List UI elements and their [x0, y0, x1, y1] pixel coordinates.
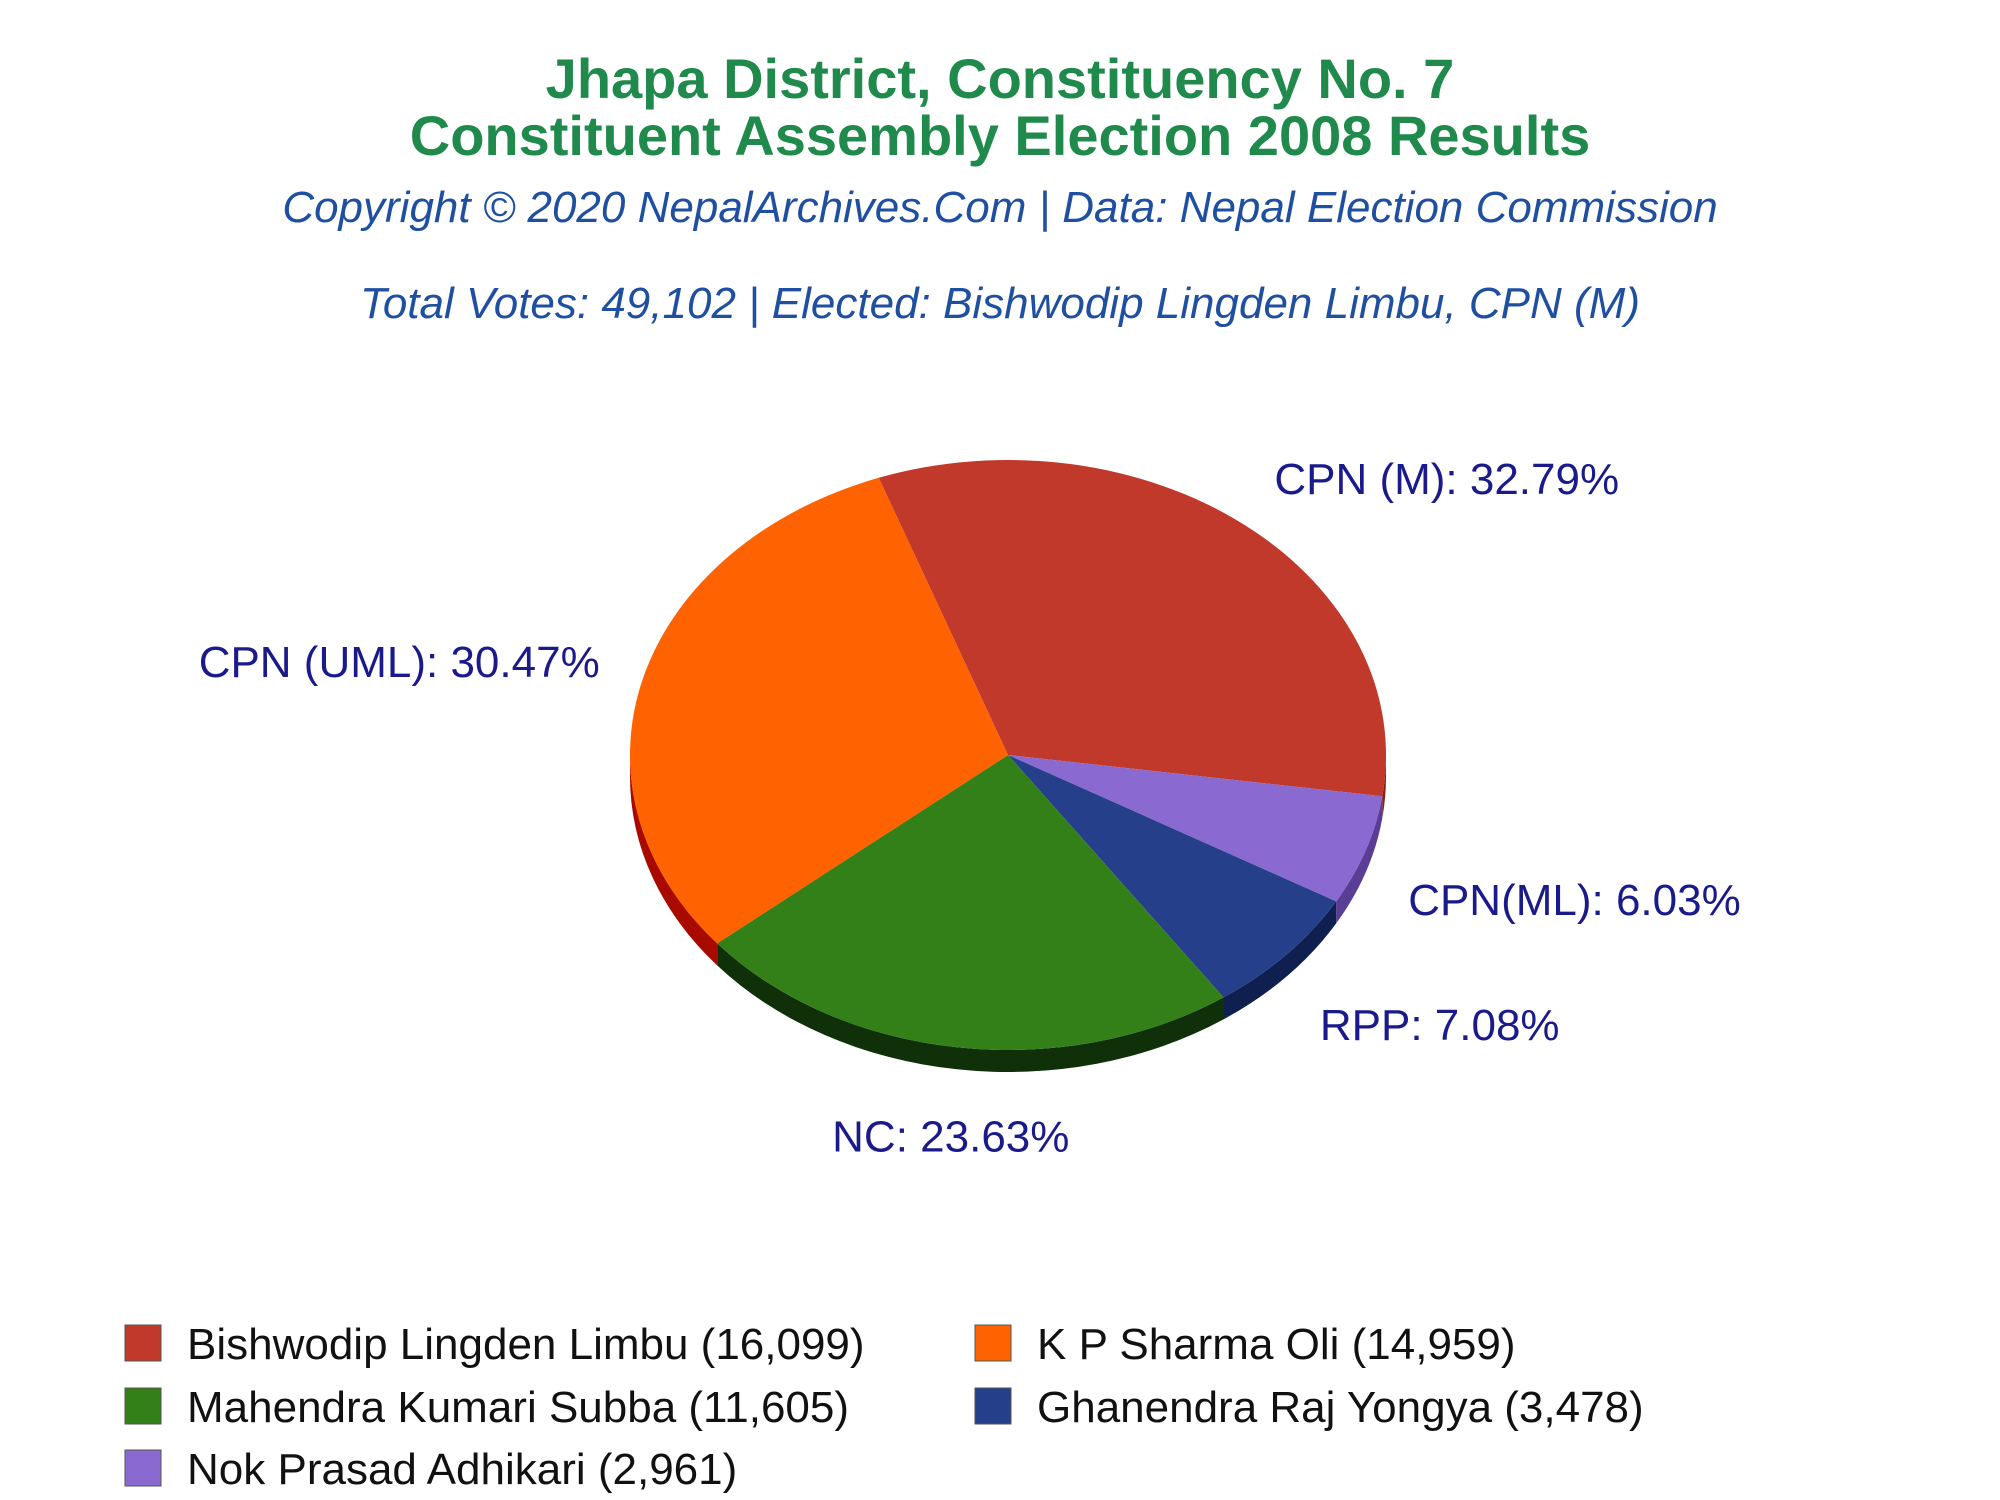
legend-label-3: Mahendra Kumari Subba (11,605)	[187, 1383, 849, 1432]
legend-label-1: Nok Prasad Adhikari (2,961)	[187, 1445, 737, 1494]
legend-label-2: Ghanendra Raj Yongya (3,478)	[1037, 1383, 1644, 1432]
legend-swatch-3	[124, 1387, 162, 1425]
pie-side-0	[1382, 755, 1386, 819]
copyright-line: Copyright © 2020 NepalArchives.Com | Dat…	[282, 183, 1717, 232]
slice-labels: CPN (M): 32.79% CPN(ML): 6.03% RPP: 7.08% N…	[199, 455, 1741, 1162]
legend-swatch-4	[974, 1324, 1012, 1362]
pie-slices	[629, 460, 1386, 1050]
slice-label-0: CPN (M): 32.79%	[1274, 455, 1619, 504]
pie-slice-3	[717, 755, 1224, 1050]
slice-label-2: RPP: 7.08%	[1320, 1001, 1560, 1050]
legend-label-4: K P Sharma Oli (14,959)	[1037, 1320, 1516, 1369]
legend-swatch-2	[974, 1387, 1012, 1425]
pie-3d-sides	[630, 755, 1386, 1072]
legend: Bishwodip Lingden Limbu (16,099) K P Shar…	[124, 1320, 1644, 1494]
pie-side-1	[1336, 796, 1383, 924]
slice-label-3: NC: 23.63%	[832, 1113, 1069, 1162]
legend-swatch-0	[124, 1324, 162, 1362]
chart-subtitle: Constituent Assembly Election 2008 Resul…	[410, 104, 1590, 167]
pie-slice-1	[1008, 755, 1383, 902]
legend-swatch-1	[124, 1449, 162, 1487]
summary-line: Total Votes: 49,102 | Elected: Bishwodip…	[360, 279, 1640, 328]
legend-label-0: Bishwodip Lingden Limbu (16,099)	[187, 1320, 865, 1369]
slice-label-4: CPN (UML): 30.47%	[199, 638, 600, 687]
pie-slice-0	[878, 460, 1386, 797]
pie-side-2	[1223, 901, 1337, 1020]
pie-side-3	[717, 943, 1224, 1072]
chart-title: Jhapa District, Constituency No. 7	[546, 47, 1455, 110]
pie-slice-2	[1008, 755, 1337, 998]
slice-label-1: CPN(ML): 6.03%	[1408, 876, 1741, 925]
pie-side-4	[630, 755, 718, 966]
pie-slice-4	[629, 477, 1008, 944]
